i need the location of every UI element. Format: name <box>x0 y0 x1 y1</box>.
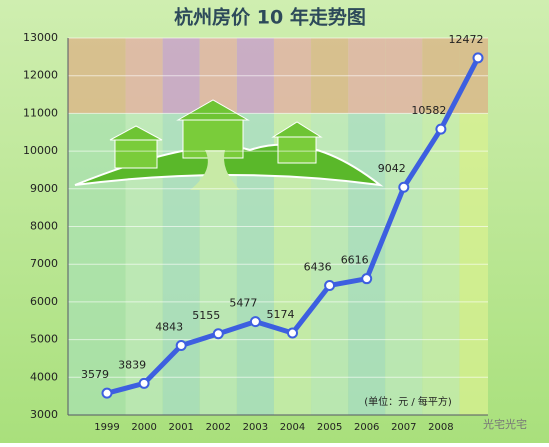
y-tick-label: 5000 <box>30 333 58 346</box>
x-tick-label: 1999 <box>94 422 119 433</box>
chart-title: 杭州房价 10 年走势图 <box>174 6 366 29</box>
marker <box>249 316 261 328</box>
data-label: 9042 <box>378 162 406 175</box>
houses <box>74 99 384 190</box>
y-tick-label: 4000 <box>30 370 58 383</box>
y-tick-label: 11000 <box>23 106 58 119</box>
x-tick-label: 2003 <box>243 422 268 433</box>
marker <box>101 387 113 399</box>
y-tick-label: 9000 <box>30 182 58 195</box>
unit-note: (单位：元 / 每平方) <box>364 395 452 408</box>
x-tick-label: 2002 <box>206 422 231 433</box>
y-tick-label: 10000 <box>23 144 58 157</box>
y-tick-label: 12000 <box>23 69 58 82</box>
x-tick-label: 2004 <box>280 422 305 433</box>
marker <box>472 52 484 64</box>
y-tick-label: 3000 <box>30 408 58 421</box>
marker <box>175 340 187 352</box>
data-label: 5155 <box>192 309 220 322</box>
data-label: 10582 <box>411 104 446 117</box>
data-label: 3579 <box>81 368 109 381</box>
marker <box>398 181 410 193</box>
data-label: 6436 <box>304 260 332 273</box>
marker <box>435 123 447 135</box>
y-tick-label: 8000 <box>30 220 58 233</box>
marker <box>212 328 224 340</box>
x-tick-label: 2001 <box>168 422 193 433</box>
x-tick-label: 2000 <box>131 422 156 433</box>
x-tick-label: 2007 <box>391 422 416 433</box>
watermark: 光宅光宅 <box>483 417 527 431</box>
data-label: 12472 <box>449 33 484 46</box>
marker <box>287 327 298 339</box>
data-label: 6616 <box>341 254 369 267</box>
x-tick-label: 2005 <box>317 422 342 433</box>
marker <box>361 273 373 285</box>
marker <box>138 377 150 389</box>
data-label: 5174 <box>267 308 295 321</box>
y-tick-label: 13000 <box>23 31 58 44</box>
data-label: 3839 <box>118 358 146 371</box>
marker <box>324 279 336 291</box>
y-tick-label: 6000 <box>30 295 58 308</box>
data-label: 4843 <box>155 321 183 334</box>
x-tick-label: 2008 <box>428 422 453 433</box>
y-tick-label: 7000 <box>30 257 58 270</box>
x-tick-label: 2006 <box>354 422 379 433</box>
data-label: 5477 <box>229 297 257 310</box>
